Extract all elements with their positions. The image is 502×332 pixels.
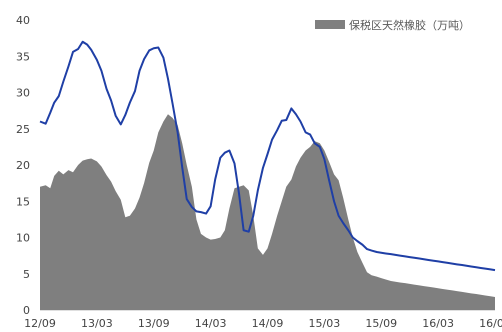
x-tick-label: 14/09 — [252, 317, 284, 330]
y-axis-ticks: 0 5 10 15 20 25 30 35 40 — [16, 14, 30, 317]
area-series — [40, 114, 495, 310]
x-axis-ticks: 12/09 13/03 13/09 14/03 14/09 15/03 15/09 16/03… — [24, 317, 502, 330]
y-tick-label: 10 — [16, 232, 30, 245]
legend: 保税区天然橡胶（万吨） — [315, 18, 470, 32]
x-tick-label: 13/09 — [138, 317, 170, 330]
y-tick-label: 0 — [23, 304, 30, 317]
y-tick-label: 5 — [23, 268, 30, 281]
y-tick-label: 25 — [16, 123, 30, 136]
y-tick-label: 15 — [16, 195, 30, 208]
x-tick-label: 12/09 — [24, 317, 56, 330]
y-tick-label: 20 — [16, 159, 30, 172]
plot-area — [39, 40, 496, 310]
x-tick-label: 16/03 — [422, 317, 454, 330]
x-tick-label: 15/03 — [309, 317, 341, 330]
x-tick-label: 16/09 — [479, 317, 502, 330]
x-tick-label: 14/03 — [195, 317, 227, 330]
line-series — [39, 40, 496, 272]
y-tick-label: 40 — [16, 14, 30, 27]
legend-swatch — [315, 20, 345, 29]
y-tick-label: 35 — [16, 50, 30, 63]
x-tick-label: 15/09 — [365, 317, 397, 330]
legend-label: 保税区天然橡胶（万吨） — [349, 18, 470, 32]
y-tick-label: 30 — [16, 87, 30, 100]
x-tick-label: 13/03 — [81, 317, 113, 330]
